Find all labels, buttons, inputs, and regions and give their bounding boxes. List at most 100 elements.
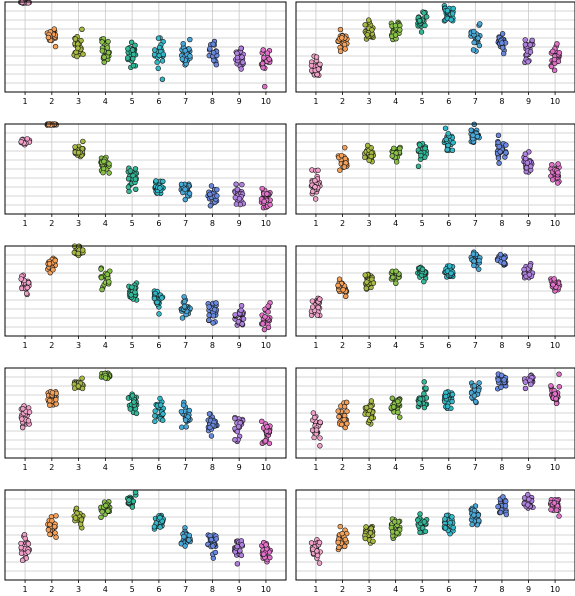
data-point: [103, 502, 109, 509]
data-point: [25, 0, 32, 6]
x-tick-label: 7: [473, 585, 478, 594]
category-10-points: [259, 418, 273, 447]
x-tick-label: 6: [446, 97, 451, 106]
x-tick-label: 10: [550, 97, 560, 106]
data-point: [46, 261, 53, 267]
data-point: [421, 404, 428, 411]
data-point: [422, 22, 428, 29]
x-tick-label: 1: [313, 219, 318, 228]
data-point: [19, 416, 25, 422]
data-point: [262, 314, 268, 320]
category-9-points: [232, 181, 247, 208]
data-point: [470, 251, 477, 257]
x-tick-label: 9: [237, 219, 242, 228]
data-point: [80, 138, 86, 145]
category-5-points: [126, 280, 140, 303]
data-point: [156, 44, 163, 51]
data-point: [392, 32, 399, 38]
data-point: [72, 515, 79, 521]
data-point: [389, 529, 396, 535]
x-tick-label: 2: [49, 219, 54, 228]
data-point: [159, 295, 165, 301]
data-point: [525, 502, 531, 508]
data-point: [449, 11, 456, 17]
category-2-points: [335, 144, 350, 173]
data-point: [316, 539, 323, 546]
data-point: [468, 127, 474, 133]
data-point: [155, 35, 162, 41]
data-point: [234, 186, 241, 193]
category-6-points: [152, 178, 166, 196]
category-6-points: [441, 3, 456, 24]
category-7-points: [468, 503, 482, 528]
category-6-points: [151, 512, 166, 532]
data-point: [418, 152, 424, 159]
data-point: [160, 411, 166, 417]
data-point: [339, 421, 345, 428]
data-point: [266, 56, 272, 62]
data-point: [178, 408, 185, 415]
data-point: [239, 321, 245, 327]
data-point: [98, 274, 105, 281]
category-1-points: [18, 531, 33, 564]
x-tick-label: 8: [210, 585, 215, 594]
data-point: [234, 428, 241, 435]
x-tick-label: 7: [473, 341, 478, 350]
data-point: [127, 406, 134, 412]
category-4-points: [98, 265, 113, 293]
data-point: [210, 320, 216, 326]
data-point: [47, 531, 53, 538]
x-tick-label: 6: [446, 463, 451, 472]
data-point: [471, 393, 478, 399]
data-point: [472, 399, 479, 405]
data-point: [182, 186, 188, 193]
data-point: [186, 532, 193, 539]
data-point: [18, 139, 24, 145]
data-point: [397, 27, 403, 33]
data-point: [551, 56, 558, 63]
data-point: [180, 41, 186, 47]
data-point: [336, 544, 342, 551]
data-point: [157, 515, 163, 521]
x-tick-label: 3: [76, 97, 81, 106]
x-tick-label: 10: [261, 97, 271, 106]
data-point: [180, 402, 187, 408]
data-point: [53, 534, 59, 540]
data-point: [553, 507, 560, 513]
data-point: [495, 503, 501, 510]
category-9-points: [233, 45, 246, 72]
data-point: [415, 163, 422, 169]
category-2-points: [45, 255, 58, 276]
data-point: [260, 47, 266, 53]
data-point: [211, 57, 217, 64]
x-tick-label: 1: [23, 341, 28, 350]
data-point: [550, 282, 556, 288]
data-point: [74, 53, 80, 60]
data-point: [133, 186, 139, 193]
axes-frame: [4, 1, 287, 93]
data-point: [232, 415, 238, 422]
data-point: [314, 71, 320, 78]
data-point: [313, 427, 320, 433]
data-point: [102, 375, 109, 381]
data-point: [240, 316, 247, 322]
data-point: [99, 509, 105, 515]
data-point: [212, 549, 219, 556]
data-point: [26, 409, 33, 415]
data-point: [496, 143, 502, 150]
data-point: [495, 155, 502, 161]
data-point: [344, 408, 350, 414]
data-point: [501, 377, 507, 383]
data-point: [526, 271, 533, 278]
x-tick-label: 3: [367, 341, 372, 350]
x-tick-label: 8: [499, 585, 504, 594]
data-point: [179, 424, 185, 430]
data-point: [133, 410, 140, 417]
data-point: [124, 55, 131, 61]
x-tick-label: 6: [156, 219, 161, 228]
data-point: [503, 498, 509, 505]
category-8-points: [205, 300, 220, 326]
category-8-points: [494, 132, 509, 166]
data-point: [389, 395, 396, 402]
